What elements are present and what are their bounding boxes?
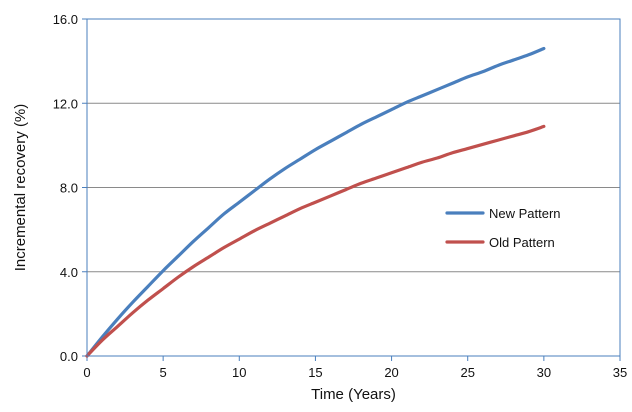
y-tick-label: 0.0 [60,349,78,364]
x-axis-label: Time (Years) [311,386,396,403]
y-tick-label: 12.0 [53,96,78,111]
x-tick-label: 5 [160,365,167,380]
x-tick-label: 30 [537,365,551,380]
series-line-new-pattern [85,46,546,358]
x-tick-label: 0 [83,365,90,380]
axis-ticks: 0.0 4.0 8.0 12.0 16.0 0 5 10 15 20 25 30 35 [53,12,628,380]
series-lines [85,46,546,358]
series-line-old-pattern [85,124,546,358]
x-tick-label: 10 [232,365,246,380]
legend: New Pattern Old Pattern [445,206,561,250]
x-tick-label: 20 [384,365,398,380]
y-tick-label: 16.0 [53,12,78,27]
legend-label: Old Pattern [489,235,555,250]
x-tick-label: 25 [460,365,474,380]
x-tick-label: 15 [308,365,322,380]
y-tick-label: 4.0 [60,265,78,280]
legend-label: New Pattern [489,206,561,221]
y-axis-label: Incremental recovery (%) [12,104,29,272]
x-tick-label: 35 [613,365,627,380]
plot-frame [86,18,621,357]
y-tick-label: 8.0 [60,181,78,196]
